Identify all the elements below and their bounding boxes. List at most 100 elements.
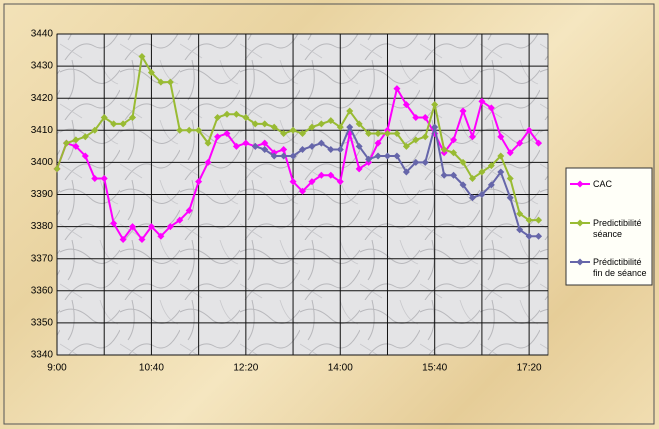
data-point [185, 207, 193, 215]
legend-marker [576, 258, 584, 266]
data-point [308, 142, 316, 150]
legend-label: CAC [593, 179, 613, 189]
data-point [232, 110, 240, 118]
data-point [459, 107, 467, 115]
data-point [478, 168, 486, 176]
y-tick-label: 3400 [31, 157, 54, 168]
data-point [214, 133, 222, 141]
legend-marker [576, 219, 584, 227]
data-point [232, 142, 240, 150]
data-point [478, 191, 486, 198]
data-point [346, 107, 354, 115]
data-point [525, 232, 533, 240]
y-tick-label: 3340 [31, 350, 54, 361]
data-point [506, 174, 514, 182]
data-point [365, 130, 373, 138]
x-tick-label: 9:00 [47, 363, 67, 374]
data-point [374, 152, 382, 160]
x-tick-label: 10:40 [139, 363, 164, 374]
y-tick-label: 3420 [31, 93, 54, 104]
data-point [402, 168, 410, 176]
data-point [336, 146, 344, 154]
data-point [402, 142, 410, 150]
data-point [412, 113, 420, 121]
x-tick-label: 17:20 [517, 363, 542, 374]
data-point [81, 133, 89, 141]
y-tick-label: 3390 [31, 189, 54, 200]
data-point [412, 136, 420, 144]
data-point [468, 133, 476, 141]
data-point [336, 178, 344, 186]
data-point [91, 174, 99, 182]
data-point [393, 85, 401, 93]
data-point [478, 97, 486, 105]
data-point [242, 139, 250, 147]
data-point [468, 194, 476, 202]
data-point [119, 120, 127, 128]
legend-marker [576, 180, 584, 188]
data-point [251, 120, 259, 128]
data-point [506, 194, 514, 202]
data-point [459, 181, 467, 189]
data-point [110, 120, 118, 128]
data-point [525, 216, 533, 224]
data-point [497, 152, 505, 160]
data-point [138, 235, 146, 243]
series-line [56, 85, 540, 242]
data-point [261, 139, 269, 147]
data-point [355, 165, 363, 173]
series-line [56, 53, 539, 222]
data-point [214, 113, 222, 121]
data-point [157, 232, 165, 240]
data-point [270, 123, 278, 131]
data-point [81, 152, 89, 160]
data-point [336, 123, 344, 131]
y-tick-label: 3380 [31, 221, 54, 232]
data-point [242, 113, 250, 121]
x-tick-label: 14:00 [328, 363, 353, 374]
data-point [535, 216, 543, 224]
data-point [327, 117, 335, 125]
data-point [270, 152, 278, 160]
x-tick-label: 12:20 [233, 363, 258, 374]
data-point [138, 52, 146, 60]
data-point [346, 123, 354, 131]
data-point [280, 130, 288, 138]
data-point [72, 136, 80, 144]
data-point [516, 210, 524, 218]
data-point [176, 216, 184, 224]
data-point [251, 142, 259, 150]
data-point [516, 226, 524, 234]
data-point [327, 171, 335, 179]
data-point [355, 120, 363, 128]
data-point [129, 223, 137, 231]
y-tick-label: 3350 [31, 318, 54, 329]
data-point [289, 178, 297, 186]
data-point [204, 139, 212, 147]
legend-label: Predictibilité séance [593, 218, 642, 239]
data-point [261, 146, 269, 154]
data-point [129, 113, 137, 121]
data-point [261, 120, 269, 128]
data-point [195, 126, 203, 134]
data-point [459, 158, 467, 166]
data-point [421, 133, 429, 141]
data-point [317, 171, 325, 179]
data-point [402, 101, 410, 109]
data-point [299, 130, 306, 138]
outer-border [3, 3, 655, 425]
data-point [223, 130, 231, 138]
data-point [487, 104, 495, 112]
data-point [166, 78, 174, 86]
data-point [487, 181, 495, 189]
data-point [440, 171, 448, 179]
data-point [72, 142, 80, 150]
data-point [62, 139, 70, 147]
legend-label: Prédictibilité fin de séance [593, 257, 647, 278]
data-point [431, 101, 439, 109]
data-point [91, 126, 99, 134]
y-tick-label: 3360 [31, 285, 54, 296]
data-point [147, 69, 155, 77]
